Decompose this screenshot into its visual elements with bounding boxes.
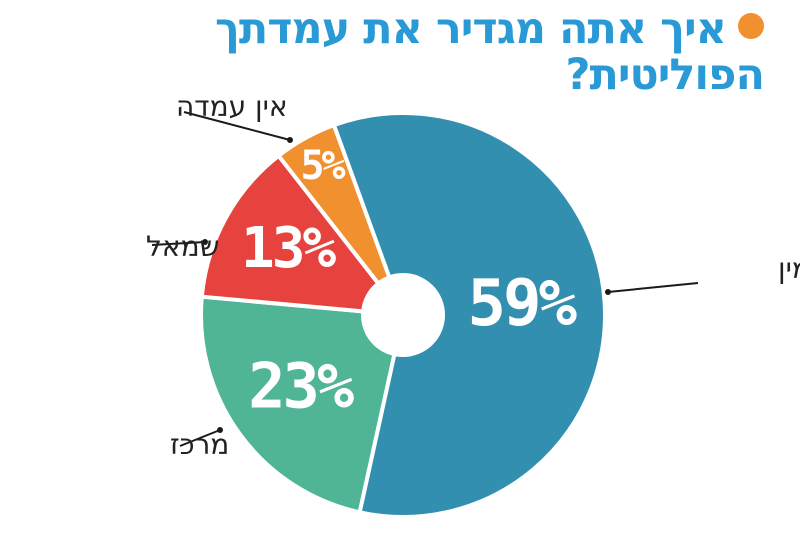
leader-dot-center	[217, 427, 223, 433]
category-label-center: מרכז	[170, 428, 229, 461]
pie-slice-center	[199, 294, 405, 515]
slice-value-labels: 59% 23% 13% 5%	[241, 143, 580, 423]
slice-value-label-no-position: 5%	[300, 143, 345, 189]
chart-title-block: איך אתה מגדיר את עמדתך הפוליטית?	[64, 4, 765, 100]
chart-title-text: איך אתה מגדיר את עמדתך הפוליטית?	[215, 4, 765, 100]
slice-value-label-center: 23%	[248, 350, 354, 423]
leader-line-no-position	[183, 111, 291, 141]
category-label-right: ימין	[778, 252, 800, 285]
leader-line-center	[179, 429, 221, 447]
pie-slice-no-position	[276, 123, 405, 317]
slice-value-label-right: 59%	[467, 267, 577, 341]
category-label-left: שמאל	[146, 230, 220, 263]
leader-dot-no-position	[287, 137, 293, 143]
pie-slices	[199, 111, 607, 519]
donut-hole	[361, 273, 445, 357]
leader-dot-right	[605, 289, 611, 295]
leader-line-right	[607, 282, 699, 293]
pie-slice-right	[331, 111, 607, 519]
slice-value-label-left: 13%	[241, 216, 336, 281]
pie-slice-left	[199, 153, 405, 317]
leader-line-left	[151, 241, 206, 246]
category-labels: ימין מרכז שמאל אין עמדה	[146, 90, 800, 461]
leader-dot-left	[202, 239, 208, 245]
leader-lines	[151, 111, 699, 447]
chart-title: איך אתה מגדיר את עמדתך הפוליטית?	[64, 4, 765, 100]
category-label-no-position: אין עמדה	[176, 90, 288, 123]
orange-bullet-icon	[738, 13, 764, 39]
